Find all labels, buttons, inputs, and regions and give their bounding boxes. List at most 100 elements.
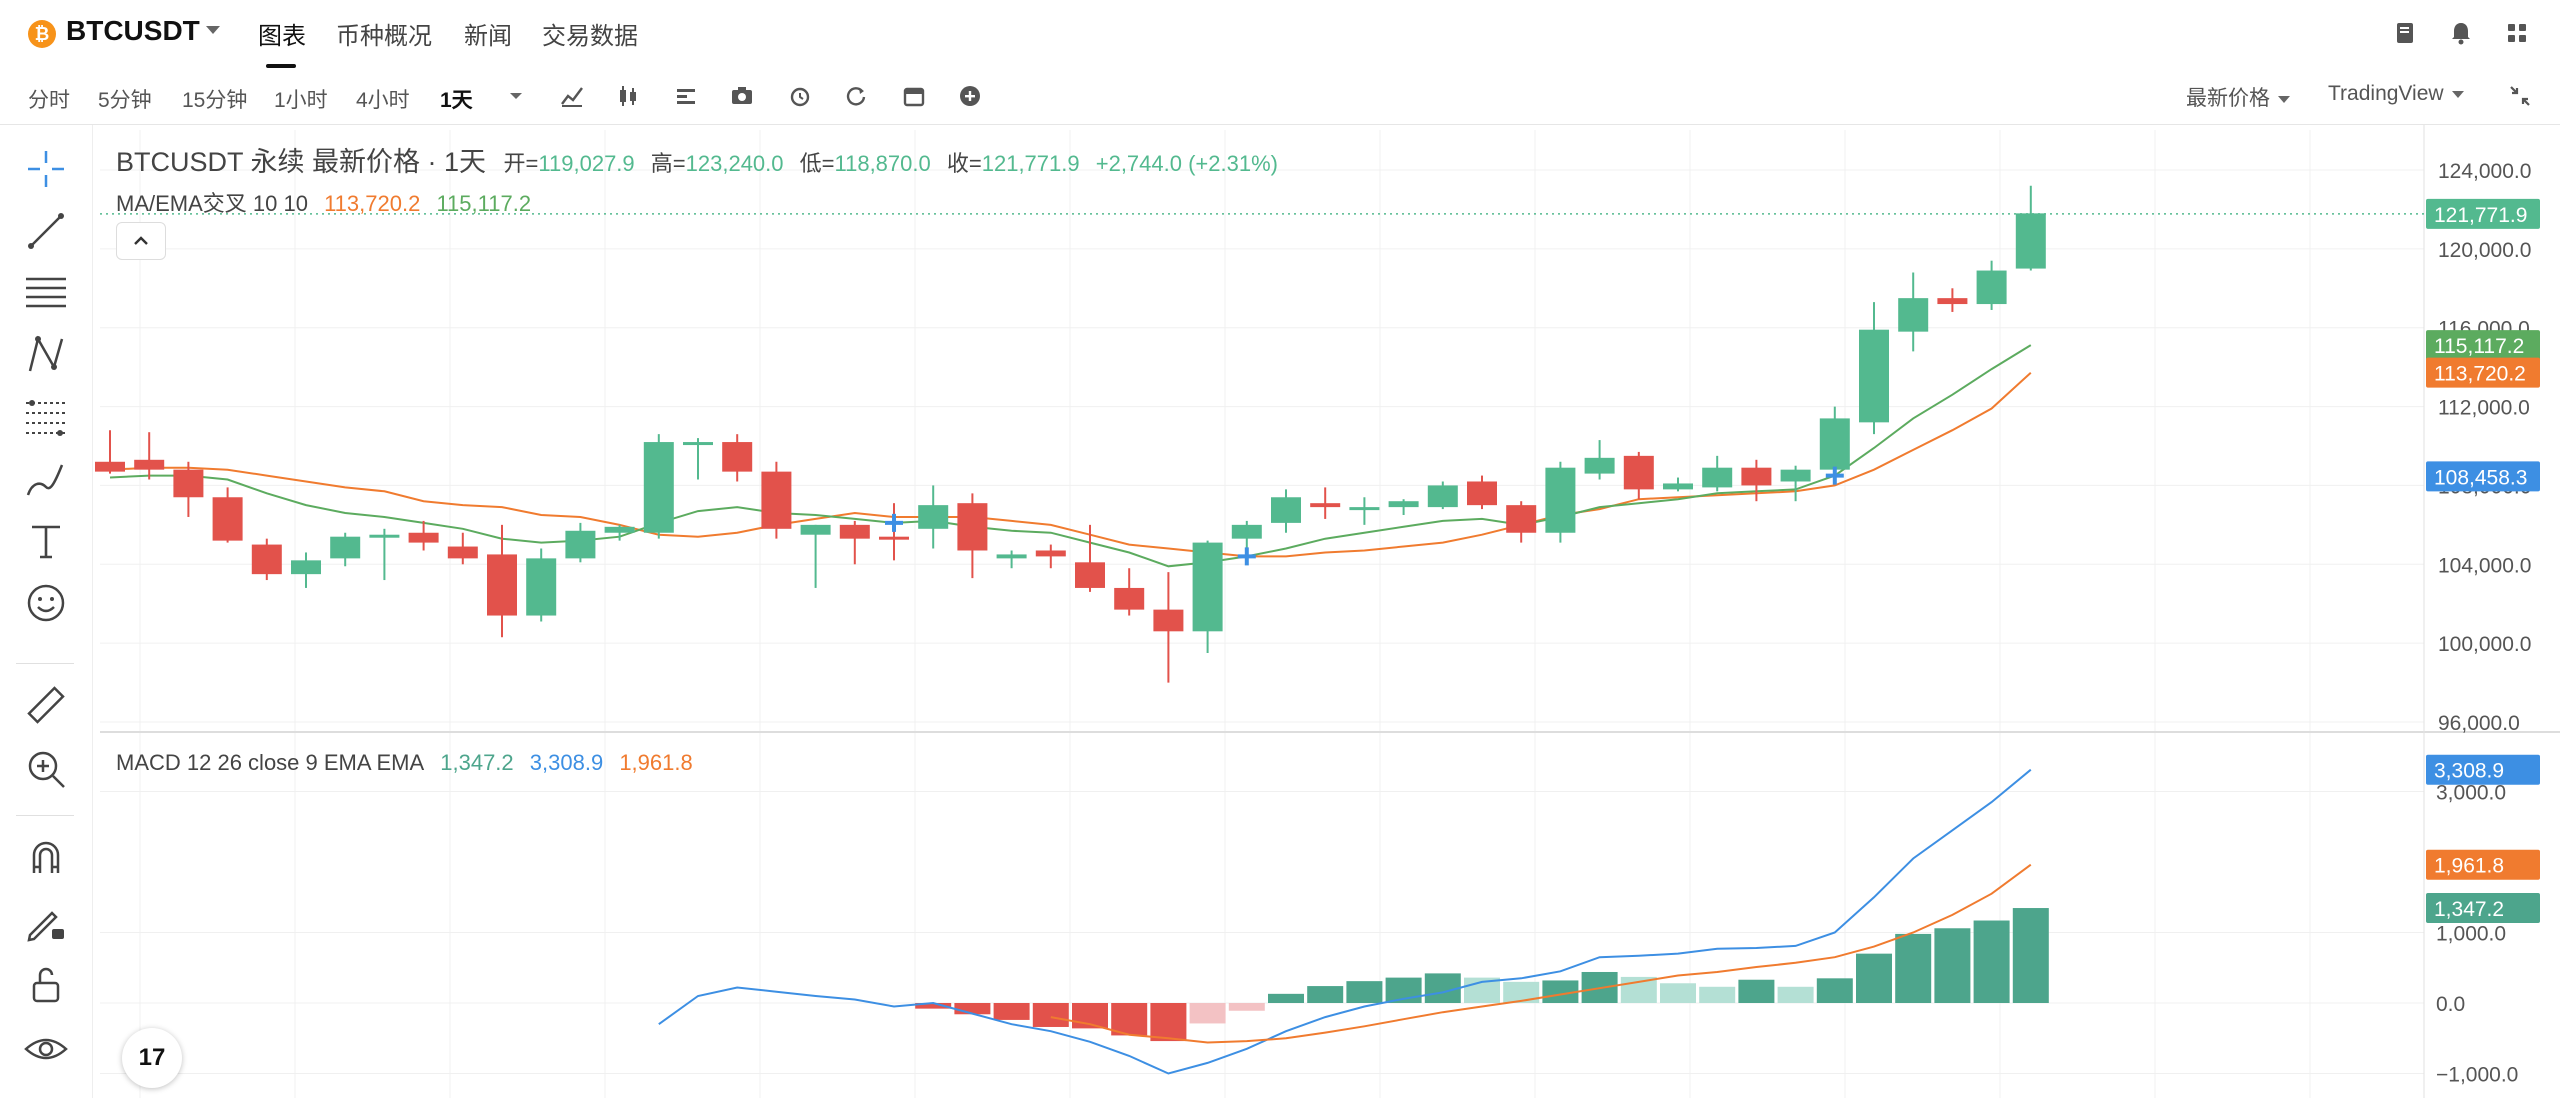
- candle-body: [1388, 501, 1419, 508]
- legend-title: BTCUSDT 永续 最新价格 · 1天: [116, 147, 487, 177]
- legend-high-value: 123,240.0: [685, 151, 784, 176]
- candle-body: [2015, 213, 2046, 269]
- candle-body: [1035, 550, 1066, 557]
- ruler-icon[interactable]: [22, 681, 70, 729]
- candle-body: [957, 503, 988, 551]
- calendar-icon[interactable]: [900, 82, 928, 110]
- indicator-icon[interactable]: [558, 82, 586, 110]
- price-label: 113,720.2: [2434, 363, 2526, 386]
- candle-body: [1819, 418, 1850, 470]
- macd-histogram-bar: [1660, 983, 1696, 1003]
- macd-histogram-bar: [915, 1003, 952, 1009]
- chevron-down-icon[interactable]: [206, 26, 220, 34]
- timeframe-5m[interactable]: 5分钟: [98, 89, 152, 112]
- ema-line: [109, 344, 2032, 568]
- macd-legend-label: MACD 12 26 close 9 EMA EMA: [116, 750, 425, 775]
- timeframe-1m[interactable]: 分时: [28, 89, 70, 112]
- price-type-label: 最新价格: [2186, 87, 2270, 110]
- timeframe-15m[interactable]: 15分钟: [182, 89, 248, 112]
- pattern-icon[interactable]: [22, 331, 70, 379]
- candle-body: [996, 554, 1027, 559]
- horizontal-lines-icon[interactable]: [22, 269, 70, 317]
- candle-body: [1859, 329, 1889, 423]
- tab-trading-data[interactable]: 交易数据: [542, 23, 638, 50]
- macd-price-label: 1,961.8: [2434, 855, 2504, 878]
- notebook-icon[interactable]: [2390, 18, 2420, 48]
- macd-axis-tick: 3,000.0: [2436, 782, 2506, 805]
- emoji-icon[interactable]: [22, 579, 70, 627]
- price-type-dropdown[interactable]: 最新价格: [2186, 82, 2290, 112]
- candle-body: [1780, 469, 1811, 482]
- tab-news[interactable]: 新闻: [464, 23, 512, 50]
- unlock-icon[interactable]: [22, 961, 70, 1009]
- candle-body: [565, 530, 596, 559]
- candle-body: [487, 554, 517, 616]
- candle-body: [879, 536, 909, 540]
- lock-drawing-icon[interactable]: [22, 897, 70, 945]
- candle-body: [1349, 507, 1380, 511]
- bitcoin-icon: ₿: [28, 20, 56, 48]
- macd-histogram-bar: [1542, 980, 1579, 1003]
- macd-legend: MACD 12 26 close 9 EMA EMA 1,347.2 3,308…: [116, 750, 703, 776]
- trend-line-icon[interactable]: [22, 207, 70, 255]
- candle-body: [683, 442, 713, 446]
- magnet-icon[interactable]: [22, 833, 70, 881]
- timeframe-1d[interactable]: 1天: [440, 89, 473, 112]
- add-icon[interactable]: [956, 82, 984, 110]
- crossover-marker: [1825, 466, 1844, 485]
- timeframe-dropdown-icon[interactable]: [502, 82, 530, 110]
- candle-body: [1075, 562, 1105, 588]
- candle-body: [447, 546, 478, 559]
- fibonacci-icon[interactable]: [22, 393, 70, 441]
- macd-histogram-bar: [1856, 953, 1892, 1003]
- bell-icon[interactable]: [2446, 18, 2476, 48]
- macd-histogram-bar: [2012, 908, 2049, 1003]
- camera-icon[interactable]: [728, 82, 756, 110]
- candle-body: [839, 524, 870, 539]
- candle-body: [722, 442, 753, 472]
- candle-body: [604, 526, 635, 533]
- chevron-down-icon: [2278, 95, 2290, 103]
- main-legend: BTCUSDT 永续 最新价格 · 1天 开=119,027.9 高=123,2…: [116, 140, 1298, 179]
- replay-icon[interactable]: [842, 82, 870, 110]
- text-icon[interactable]: [22, 517, 70, 565]
- eye-icon[interactable]: [22, 1025, 70, 1073]
- candle-body: [1153, 609, 1184, 632]
- tradingview-logo[interactable]: 17: [122, 1028, 182, 1088]
- layout-icon[interactable]: [672, 82, 700, 110]
- symbol-selector[interactable]: BTCUSDT: [66, 15, 200, 46]
- timeframe-4h[interactable]: 4小时: [356, 89, 410, 112]
- candle-body: [134, 459, 165, 470]
- collapse-fullscreen-icon[interactable]: [2506, 82, 2534, 110]
- candle-body: [1114, 587, 1145, 610]
- price-axis-tick: 112,000.0: [2438, 397, 2530, 420]
- macd-histogram-bar: [1307, 986, 1344, 1003]
- brush-icon[interactable]: [22, 455, 70, 503]
- tab-coin-overview[interactable]: 币种概况: [336, 23, 432, 50]
- candle-type-icon[interactable]: [614, 82, 642, 110]
- zoom-in-icon[interactable]: [22, 745, 70, 793]
- candle-body: [1467, 481, 1497, 506]
- collapse-legend-button[interactable]: [116, 222, 166, 260]
- price-axis-tick: 120,000.0: [2438, 239, 2531, 262]
- crosshair-icon[interactable]: [22, 145, 70, 193]
- macd-histogram-bar: [1934, 928, 1971, 1003]
- candle-body: [643, 442, 674, 533]
- grid-icon[interactable]: [2502, 18, 2532, 48]
- macd-histogram-bar: [1346, 981, 1383, 1003]
- candle-body: [1545, 467, 1576, 533]
- price-axis-tick: 104,000.0: [2438, 554, 2531, 577]
- tab-chart[interactable]: 图表: [258, 23, 306, 50]
- candle-body: [800, 524, 831, 535]
- timeframe-1h[interactable]: 1小时: [274, 89, 328, 112]
- macd-price-label: 1,347.2: [2434, 898, 2504, 921]
- macd-price-label-bg: [2426, 849, 2540, 880]
- candle-body: [1427, 485, 1458, 508]
- candle-body: [1663, 483, 1693, 490]
- candle-body: [1584, 457, 1615, 474]
- chart-engine-dropdown[interactable]: TradingView: [2328, 82, 2464, 106]
- macd-axis-tick: 0.0: [2436, 993, 2465, 1016]
- alarm-icon[interactable]: [786, 82, 814, 110]
- legend-low-value: 118,870.0: [834, 151, 931, 176]
